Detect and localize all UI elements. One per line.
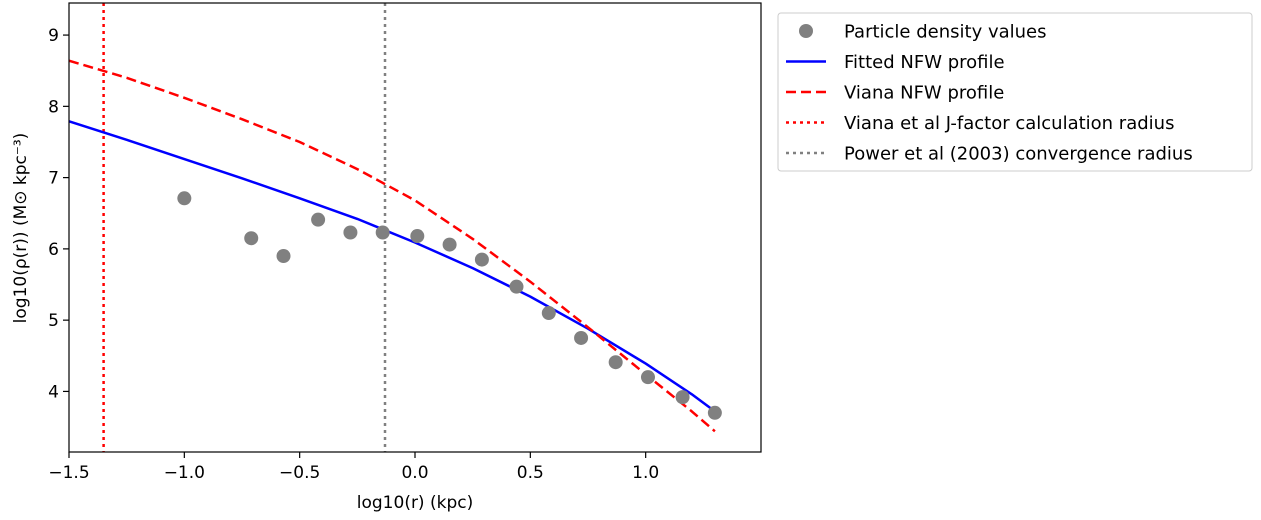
y-axis-label: log10(ρ(r)) (M⊙ kpc⁻³) [11,133,31,324]
y-tick-label: 9 [48,26,59,46]
legend-marker [799,24,813,38]
data-point [177,191,192,206]
data-point [442,237,457,252]
legend-label: Particle density values [844,22,1047,43]
x-tick-label: −1.0 [164,463,205,483]
x-axis: −1.5 −1.0 −0.5 0.0 0.5 1.0 [48,452,659,483]
x-tick-label: 1.0 [632,463,659,483]
data-point [375,225,390,240]
data-point [608,355,623,370]
y-tick-label: 5 [48,311,59,331]
data-point [474,252,489,267]
x-tick-label: −1.5 [48,463,89,483]
data-point [311,212,326,227]
data-point [707,405,722,420]
x-tick-label: −0.5 [279,463,320,483]
y-tick-label: 8 [48,97,59,117]
y-axis: 4 5 6 7 8 9 [48,26,69,402]
legend: Particle density values Fitted NFW profil… [777,12,1253,172]
x-tick-label: 0.0 [401,463,428,483]
data-point [410,229,425,244]
data-point [244,231,259,246]
plot-area [69,3,722,452]
x-axis-label: log10(r) (kpc) [357,493,473,513]
y-tick-label: 6 [48,240,59,260]
legend-frame [777,12,1253,172]
data-point [541,306,556,321]
data-point [276,249,291,264]
legend-label: Viana NFW profile [844,83,1004,104]
x-tick-label: 0.5 [517,463,544,483]
series-2-line [69,59,716,433]
data-point [343,225,358,240]
data-point [675,390,690,405]
data-point [640,370,655,385]
data-point [574,330,589,345]
y-tick-label: 4 [48,382,59,402]
data-point [509,279,524,294]
y-tick-label: 7 [48,169,59,189]
legend-label: Power et al (2003) convergence radius [844,144,1193,165]
legend-label: Fitted NFW profile [844,52,1005,73]
legend-label: Viana et al J-factor calculation radius [844,113,1174,134]
